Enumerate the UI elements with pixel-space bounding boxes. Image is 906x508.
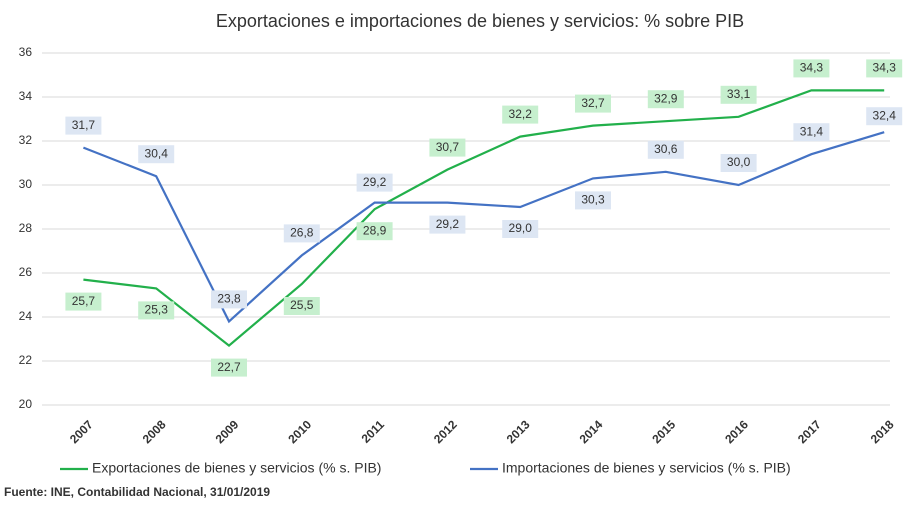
data-label: 31,7 [72, 118, 96, 132]
y-tick-label: 34 [19, 89, 33, 103]
label-bg [211, 290, 247, 309]
label-bg [502, 220, 539, 238]
x-tick-label: 2013 [504, 417, 533, 446]
data-label: 26,8 [290, 226, 314, 240]
label-bg [502, 105, 539, 124]
data-label: 29,0 [509, 221, 533, 235]
x-tick-label: 2011 [359, 417, 388, 446]
x-tick-label: 2016 [722, 417, 751, 446]
label-bg [65, 292, 102, 311]
legend-label: Exportaciones de bienes y servicios (% s… [92, 460, 381, 476]
x-tick-label: 2018 [868, 417, 897, 446]
label-bg [866, 59, 903, 78]
label-bg [575, 94, 611, 113]
label-bg [793, 59, 830, 78]
label-bg [720, 154, 757, 172]
label-bg [356, 173, 393, 192]
data-label: 32,4 [873, 108, 897, 122]
label-bg [283, 224, 320, 243]
y-tick-label: 30 [19, 177, 33, 191]
line [82, 131, 885, 324]
label-bg [356, 222, 393, 241]
data-label: 32,7 [581, 96, 605, 110]
data-label: 23,8 [217, 292, 241, 306]
y-tick-label: 20 [19, 397, 33, 411]
y-tick-label: 24 [19, 309, 33, 323]
data-label: 25,5 [290, 298, 314, 312]
data-label: 33,1 [727, 87, 751, 101]
data-label: 25,3 [145, 303, 169, 317]
label-bg [283, 297, 320, 315]
data-label: 28,9 [363, 223, 387, 237]
label-bg [575, 191, 611, 210]
data-label: 32,9 [654, 91, 678, 105]
y-tick-label: 32 [19, 133, 33, 147]
chart-title: Exportaciones e importaciones de bienes … [216, 11, 744, 31]
label-bg [211, 358, 247, 377]
x-tick-label: 2015 [649, 417, 678, 446]
data-label: 30,6 [654, 142, 678, 156]
x-tick-label: 2014 [577, 417, 606, 446]
data-label: 31,4 [800, 124, 824, 138]
y-tick-label: 36 [19, 45, 33, 59]
label-bg [866, 107, 903, 126]
data-label: 25,7 [72, 294, 96, 308]
legend-label: Importaciones de bienes y servicios (% s… [502, 460, 791, 476]
label-bg [138, 301, 175, 320]
x-tick-label: 2010 [285, 417, 314, 446]
data-label: 30,4 [145, 146, 169, 160]
x-tick-label: 2017 [795, 417, 824, 446]
y-tick-label: 28 [19, 221, 33, 235]
data-label: 34,3 [800, 61, 824, 75]
label-bg [793, 123, 830, 142]
data-label: 29,2 [436, 217, 460, 231]
label-bg [429, 138, 466, 157]
label-bg [647, 140, 684, 159]
x-tick-label: 2008 [140, 417, 169, 446]
line [83, 89, 885, 348]
data-label: 30,3 [581, 193, 605, 207]
label-bg [429, 215, 466, 234]
data-label: 29,2 [363, 175, 387, 189]
data-label: 32,2 [509, 107, 533, 121]
source: Fuente: INE, Contabilidad Nacional, 31/0… [4, 485, 270, 499]
x-tick-label: 2009 [213, 417, 242, 446]
data-label: 22,7 [217, 360, 241, 374]
y-tick-label: 26 [19, 265, 33, 279]
data-label: 34,3 [873, 61, 897, 75]
label-bg [65, 116, 102, 135]
y-tick-label: 22 [19, 353, 33, 367]
label-bg [720, 85, 757, 104]
data-label: 30,7 [436, 140, 460, 154]
x-tick-label: 2007 [67, 417, 96, 446]
label-bg [647, 90, 684, 109]
data-label: 30,0 [727, 155, 751, 169]
x-tick-label: 2012 [431, 417, 460, 446]
label-bg [138, 145, 175, 164]
